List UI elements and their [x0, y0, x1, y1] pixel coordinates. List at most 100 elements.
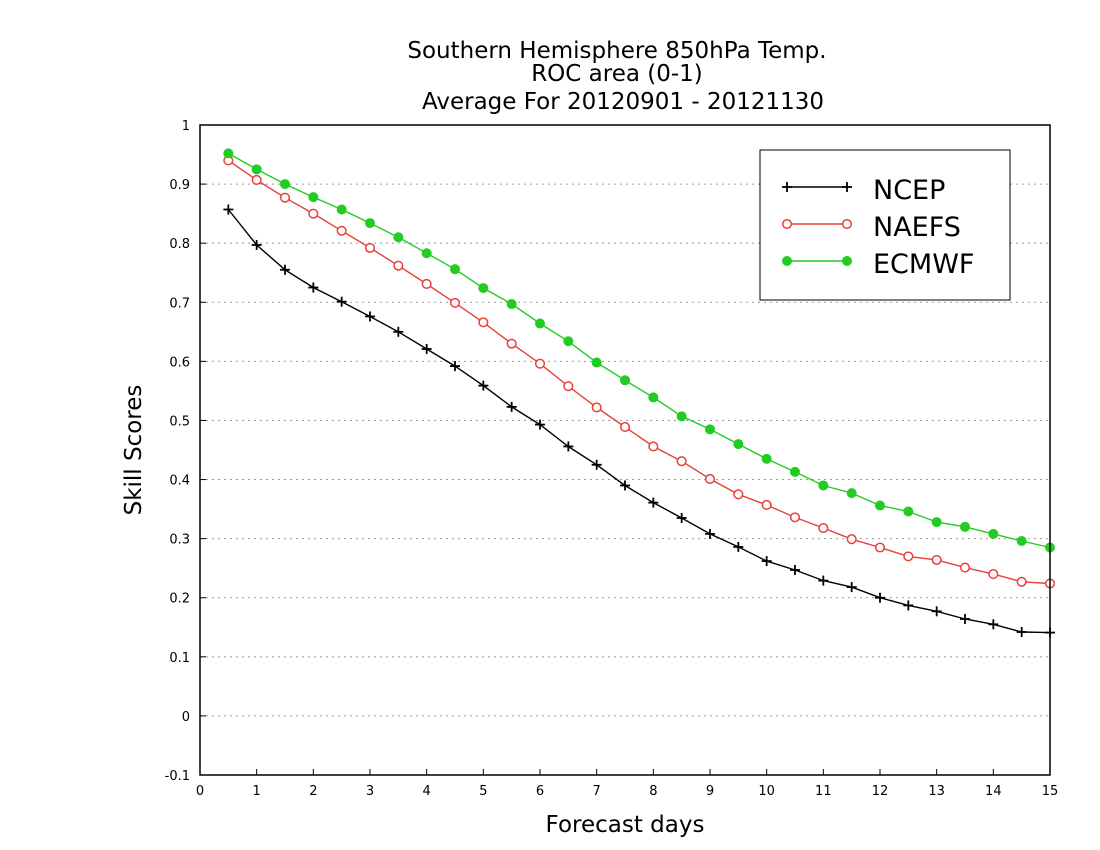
- legend-marker-ecmwf: [782, 256, 792, 266]
- data-point-ncep: [535, 419, 545, 430]
- x-tick-label: 10: [758, 784, 775, 799]
- x-tick-label: 11: [815, 784, 832, 799]
- legend-marker-ncep: [842, 182, 852, 192]
- data-point-ncep: [846, 582, 857, 593]
- y-tick-label: 0.4: [169, 474, 190, 489]
- data-point-ecmwf: [393, 232, 404, 243]
- data-point-naefs: [478, 317, 489, 328]
- data-point-ncep: [988, 619, 999, 630]
- x-tick-label: 6: [536, 784, 544, 799]
- x-tick-label: 3: [366, 784, 374, 799]
- y-tick-label: 0: [182, 710, 190, 725]
- chart-title-line-2: ROC area (0-1): [531, 61, 703, 87]
- data-point-ecmwf: [280, 179, 290, 190]
- data-point-ecmwf: [223, 148, 234, 159]
- legend-label-ncep: NCEP: [873, 175, 945, 206]
- data-point-naefs: [903, 551, 914, 562]
- data-point-ecmwf: [1016, 536, 1027, 546]
- data-point-ecmwf: [563, 336, 574, 347]
- y-tick-label: 0.2: [169, 592, 190, 607]
- data-point-naefs: [704, 473, 716, 485]
- data-point-ncep: [903, 600, 914, 611]
- legend-swatch-naefs: [781, 218, 853, 230]
- data-point-ecmwf: [308, 192, 319, 203]
- data-point-ecmwf: [336, 204, 347, 215]
- x-tick-label: 14: [985, 784, 1002, 799]
- data-point-ecmwf: [620, 375, 630, 386]
- data-point-ecmwf: [903, 506, 914, 517]
- x-tick-label: 0: [196, 784, 204, 799]
- data-point-naefs: [251, 174, 262, 186]
- data-point-naefs: [506, 338, 517, 349]
- data-point-ncep: [591, 459, 602, 470]
- chart-title-line-3: Average For 20120901 - 20121130: [422, 89, 824, 115]
- data-point-naefs: [563, 381, 574, 392]
- x-tick-label: 8: [649, 784, 657, 799]
- data-point-ncep: [705, 528, 715, 539]
- y-tick-label: 0.3: [169, 533, 190, 548]
- data-point-naefs: [959, 562, 971, 573]
- legend-swatch-ecmwf: [782, 256, 852, 266]
- chart-title-line-1: Southern Hemisphere 850hPa Temp.: [407, 38, 826, 64]
- axis-ticks: -0.100.10.20.30.40.50.60.70.80.910 1 2 3 4 5 6…: [165, 119, 1059, 799]
- data-point-naefs: [733, 489, 744, 500]
- legend-label-ecmwf: ECMWF: [873, 249, 974, 280]
- data-point-naefs: [1016, 576, 1027, 587]
- series-naefs: [223, 155, 1056, 589]
- data-point-ecmwf: [506, 299, 517, 310]
- series-group: [223, 148, 1056, 638]
- data-point-ecmwf: [818, 480, 829, 491]
- y-tick-label: 0.8: [169, 237, 190, 252]
- data-point-ecmwf: [421, 248, 432, 259]
- data-point-ecmwf: [705, 424, 715, 435]
- x-tick-label: 2: [309, 784, 317, 799]
- data-point-ncep: [1016, 627, 1027, 637]
- x-tick-label: 9: [706, 784, 714, 799]
- data-point-ncep: [478, 380, 489, 391]
- data-point-ncep: [336, 296, 347, 307]
- data-point-ecmwf: [733, 439, 744, 450]
- data-point-naefs: [534, 358, 546, 369]
- data-point-ncep: [280, 264, 290, 275]
- legend-marker-ncep: [782, 182, 792, 192]
- legend-marker-ecmwf: [842, 256, 852, 266]
- series-line-ecmwf: [227, 152, 1051, 549]
- legend-marker-naefs: [841, 218, 853, 230]
- y-tick-label: 0.5: [169, 414, 190, 429]
- legend-marker-naefs: [781, 218, 793, 230]
- x-tick-label: 13: [928, 784, 945, 799]
- legend-box: [759, 149, 1011, 301]
- data-point-naefs: [364, 242, 376, 253]
- y-tick-label: 1: [182, 119, 190, 134]
- legend-swatch-ncep: [782, 182, 852, 192]
- x-tick-label: 12: [872, 784, 889, 799]
- data-point-ncep: [648, 497, 659, 508]
- plot-frame: [199, 124, 1051, 776]
- data-point-ncep: [676, 512, 687, 523]
- y-tick-label: 0.1: [169, 651, 190, 666]
- data-point-naefs: [648, 441, 659, 452]
- data-point-naefs: [308, 208, 319, 219]
- data-point-ecmwf: [960, 521, 970, 532]
- data-point-ecmwf: [988, 528, 999, 539]
- legend-label-naefs: NAEFS: [873, 212, 961, 243]
- data-point-ncep: [223, 204, 234, 215]
- data-point-ecmwf: [931, 517, 942, 528]
- data-point-ecmwf: [251, 164, 262, 175]
- data-point-ecmwf: [365, 218, 375, 229]
- data-point-ncep: [931, 606, 942, 617]
- series-ecmwf: [223, 148, 1055, 553]
- data-point-ncep: [308, 282, 319, 293]
- data-point-ncep: [620, 480, 630, 491]
- data-point-naefs: [988, 569, 999, 580]
- x-axis-title: Forecast days: [546, 812, 705, 838]
- data-point-ncep: [450, 361, 460, 372]
- y-tick-label: -0.1: [165, 769, 190, 784]
- data-point-ecmwf: [478, 283, 489, 294]
- data-point-naefs: [591, 402, 602, 413]
- data-point-naefs: [761, 499, 772, 511]
- x-tick-label: 4: [423, 784, 431, 799]
- series-ncep: [223, 204, 1055, 638]
